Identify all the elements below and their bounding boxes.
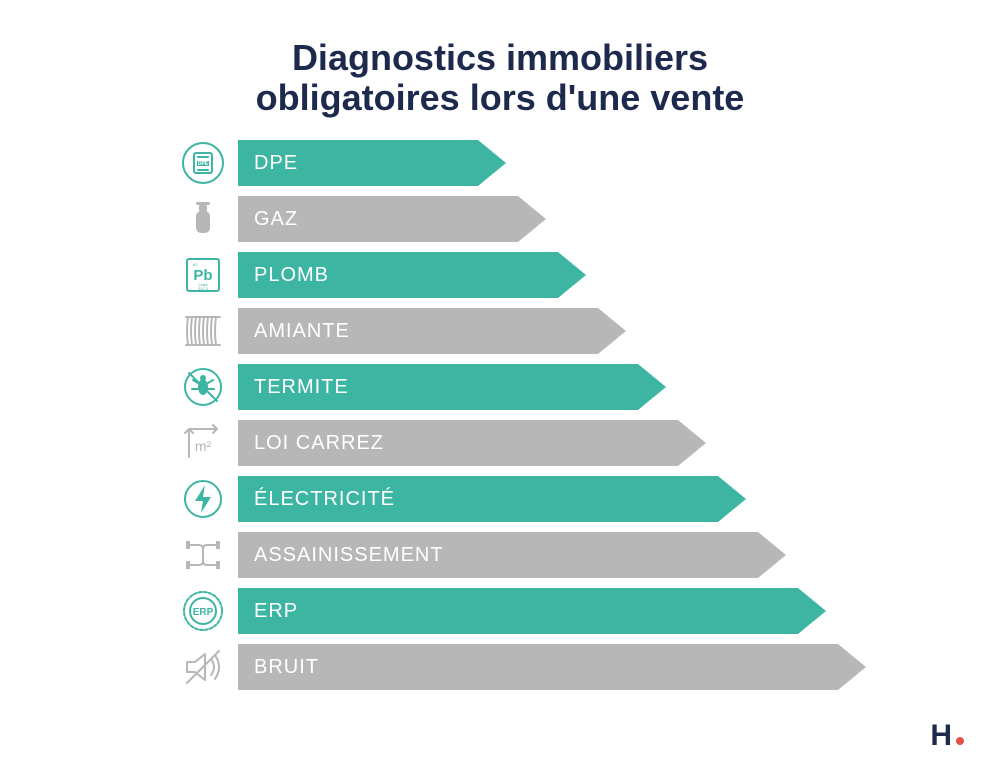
diagnostic-row: DPE DPE xyxy=(180,140,866,186)
diagnostic-label: ERP xyxy=(238,588,798,634)
diagnostic-bar: DPE xyxy=(238,140,506,186)
amiante-icon xyxy=(180,308,226,354)
logo-dot xyxy=(956,737,964,745)
diagnostic-bar: BRUIT xyxy=(238,644,866,690)
svg-text:ERP: ERP xyxy=(193,607,214,618)
diagnostic-label: PLOMB xyxy=(238,252,558,298)
diagnostic-row: ERP ERP xyxy=(180,588,866,634)
svg-text:DPE: DPE xyxy=(198,161,209,167)
svg-text:m²: m² xyxy=(195,438,212,454)
diagnostic-bar: ASSAINISSEMENT xyxy=(238,532,786,578)
bar-arrow xyxy=(678,420,706,466)
title-line-1: Diagnostics immobiliers xyxy=(0,38,1000,78)
bar-arrow xyxy=(798,588,826,634)
diagnostic-bar: ERP xyxy=(238,588,826,634)
bar-arrow xyxy=(598,308,626,354)
gaz-icon xyxy=(180,196,226,242)
diagnostic-label: TERMITE xyxy=(238,364,638,410)
bar-arrow xyxy=(838,644,866,690)
diagnostic-row: AMIANTE xyxy=(180,308,866,354)
title-line-2: obligatoires lors d'une vente xyxy=(0,78,1000,118)
diagnostic-label: GAZ xyxy=(238,196,518,242)
diagnostic-row: Pb82Lead207.2 PLOMB xyxy=(180,252,866,298)
bar-arrow xyxy=(718,476,746,522)
brand-logo: H xyxy=(930,719,964,753)
bruit-icon xyxy=(180,644,226,690)
bar-arrow xyxy=(638,364,666,410)
diagnostic-row: TERMITE xyxy=(180,364,866,410)
page-title: Diagnostics immobiliers obligatoires lor… xyxy=(0,38,1000,117)
diagnostic-row: ÉLECTRICITÉ xyxy=(180,476,866,522)
diagnostic-label: DPE xyxy=(238,140,478,186)
diagnostic-label: ÉLECTRICITÉ xyxy=(238,476,718,522)
pb-icon: Pb82Lead207.2 xyxy=(180,252,226,298)
bar-arrow xyxy=(518,196,546,242)
diagnostic-bar: TERMITE xyxy=(238,364,666,410)
bar-arrow xyxy=(758,532,786,578)
svg-text:207.2: 207.2 xyxy=(198,286,209,291)
erp-icon: ERP xyxy=(180,588,226,634)
diagnostic-bar: GAZ xyxy=(238,196,546,242)
svg-text:82: 82 xyxy=(193,262,198,267)
diagnostic-bar: ÉLECTRICITÉ xyxy=(238,476,746,522)
pipes-icon xyxy=(180,532,226,578)
diagnostic-row: m² LOI CARREZ xyxy=(180,420,866,466)
diagnostic-label: BRUIT xyxy=(238,644,838,690)
diagnostic-label: ASSAINISSEMENT xyxy=(238,532,758,578)
diagnostic-list: DPE DPE GAZ Pb82Lead207.2 PLOMB AMIANTE TERMIT… xyxy=(180,140,866,700)
elec-icon xyxy=(180,476,226,522)
bar-arrow xyxy=(478,140,506,186)
diagnostic-row: GAZ xyxy=(180,196,866,242)
termite-icon xyxy=(180,364,226,410)
diagnostic-row: BRUIT xyxy=(180,644,866,690)
diagnostic-bar: AMIANTE xyxy=(238,308,626,354)
diagnostic-bar: PLOMB xyxy=(238,252,586,298)
diagnostic-bar: LOI CARREZ xyxy=(238,420,706,466)
m2-icon: m² xyxy=(180,420,226,466)
diagnostic-label: LOI CARREZ xyxy=(238,420,678,466)
logo-letter: H xyxy=(930,719,952,753)
diagnostic-label: AMIANTE xyxy=(238,308,598,354)
bar-arrow xyxy=(558,252,586,298)
diagnostic-row: ASSAINISSEMENT xyxy=(180,532,866,578)
dpe-icon: DPE xyxy=(180,140,226,186)
